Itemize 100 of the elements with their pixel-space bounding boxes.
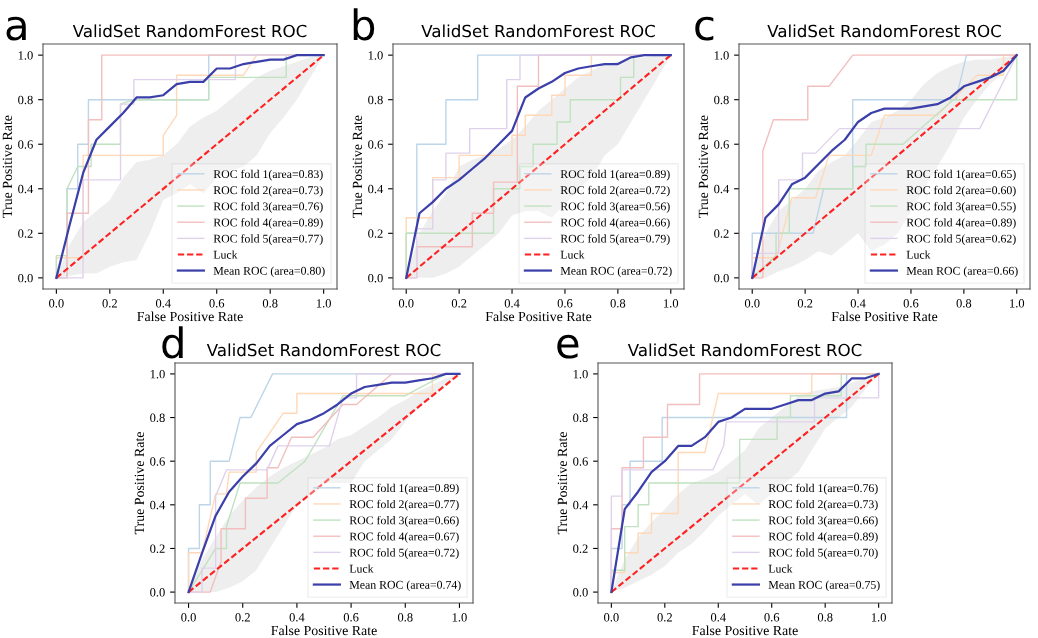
x-tick-label: 1.0 (452, 613, 467, 622)
text: e (557, 334, 579, 359)
y-tick-label: 0.2 (573, 544, 588, 553)
legend-label: Mean ROC (area=0.72) (560, 266, 672, 278)
x-tick-label: 0.4 (850, 299, 866, 308)
legend-label: ROC fold 1(area=0.83) (213, 169, 323, 181)
x-tick-label: 0.8 (262, 299, 278, 308)
y-tick-label: 0.4 (18, 184, 34, 194)
x-tick-label: 1.0 (316, 299, 331, 308)
x-tick-label: 1.0 (1010, 299, 1025, 308)
legend-label: ROC fold 4(area=0.89) (906, 218, 1016, 229)
x-tick-label: 0.0 (49, 299, 64, 308)
text: b (353, 8, 375, 41)
y-tick-label: 0.0 (18, 273, 33, 283)
y-tick-label: 0.8 (368, 95, 383, 105)
x-tick-label: 0.8 (397, 613, 413, 622)
y-tick-label: 0.6 (368, 140, 383, 149)
x-tick-label: 0.0 (744, 299, 760, 308)
y-axis-title: True Positive Rate (557, 432, 568, 535)
y-tick-label: 0.2 (368, 229, 383, 238)
x-tick-label: 0.6 (557, 299, 573, 308)
legend-label: Mean ROC (area=0.80) (213, 266, 325, 278)
legend-label: ROC fold 5(area=0.70) (768, 548, 878, 560)
legend-label: ROC fold 3(area=0.66) (768, 515, 878, 527)
y-tick-label: 0.8 (714, 95, 729, 105)
x-tick-label: 0.0 (398, 299, 414, 308)
x-tick-label: 0.4 (289, 613, 305, 622)
legend-label: Mean ROC (area=0.74) (349, 580, 461, 592)
legend-label: ROC fold 2(area=0.77) (349, 499, 459, 511)
legend-label: ROC fold 1(area=0.65) (906, 169, 1016, 181)
y-axis-title: True Positive Rate (698, 115, 709, 218)
legend-label: ROC fold 4(area=0.89) (768, 532, 878, 543)
legend-label: ROC fold 5(area=0.62) (906, 234, 1016, 246)
y-tick-label: 1.0 (18, 51, 33, 60)
x-tick-label: 0.6 (764, 613, 780, 622)
legend-label: ROC fold 4(area=0.67) (349, 532, 459, 543)
legend-label: ROC fold 5(area=0.77) (213, 234, 323, 246)
y-tick-label: 0.0 (150, 588, 165, 597)
y-axis-title: True Positive Rate (352, 115, 363, 218)
x-tick-label: 0.8 (817, 613, 833, 622)
chart-title: ValidSet RandomForest ROC (72, 24, 307, 38)
y-tick-label: 1.0 (573, 369, 588, 379)
x-tick-label: 0.0 (181, 613, 196, 622)
x-axis-title: False Positive Rate (692, 625, 798, 636)
x-axis-title: False Positive Rate (485, 311, 592, 322)
legend-label: ROC fold 1(area=0.89) (349, 483, 459, 495)
x-tick-label: 1.0 (664, 299, 679, 308)
legend-label: ROC fold 5(area=0.72) (349, 548, 459, 560)
y-axis-title: True Positive Rate (134, 432, 145, 535)
y-tick-label: 0.4 (150, 500, 166, 510)
x-tick-label: 0.8 (956, 299, 972, 308)
chart-title: ValidSet RandomForest ROC (421, 24, 655, 38)
y-tick-label: 0.6 (714, 140, 729, 149)
x-tick-label: 0.2 (235, 613, 250, 622)
y-tick-label: 0.4 (573, 500, 589, 510)
legend-label: ROC fold 1(area=0.76) (768, 483, 878, 495)
x-tick-label: 0.6 (343, 613, 359, 622)
x-tick-label: 0.6 (903, 299, 919, 308)
legend-label: ROC fold 5(area=0.79) (560, 234, 670, 246)
x-tick-label: 0.2 (657, 613, 672, 622)
x-tick-label: 0.8 (610, 299, 626, 308)
text: a (6, 16, 26, 41)
x-tick-label: 0.0 (604, 613, 619, 622)
chart-title: ValidSet RandomForest ROC (767, 24, 1001, 38)
y-tick-label: 1.0 (368, 51, 383, 60)
chart-title: ValidSet RandomForest ROC (206, 343, 441, 357)
legend-label: ROC fold 3(area=0.55) (906, 201, 1016, 213)
legend-label: ROC fold 4(area=0.66) (560, 218, 670, 229)
y-tick-label: 1.0 (150, 369, 165, 379)
y-tick-label: 0.2 (714, 229, 729, 238)
x-axis-title: False Positive Rate (831, 311, 938, 322)
legend-label: ROC fold 3(area=0.76) (213, 201, 323, 213)
legend-label: Luck (349, 564, 374, 573)
legend-label: ROC fold 2(area=0.73) (768, 499, 878, 511)
x-tick-label: 0.4 (504, 299, 520, 308)
y-tick-label: 0.4 (714, 184, 730, 194)
y-tick-label: 0.8 (18, 95, 33, 105)
legend-label: Luck (906, 250, 931, 259)
legend-label: ROC fold 2(area=0.73) (213, 185, 323, 197)
legend-label: ROC fold 1(area=0.89) (560, 169, 670, 181)
y-tick-label: 0.0 (573, 588, 588, 597)
y-axis-title: True Positive Rate (2, 115, 13, 218)
legend-label: Luck (560, 250, 585, 259)
legend-label: ROC fold 4(area=0.89) (213, 218, 323, 229)
y-tick-label: 0.2 (150, 544, 165, 553)
legend-label: ROC fold 2(area=0.60) (906, 185, 1016, 197)
y-tick-label: 0.0 (714, 273, 729, 283)
legend-label: Luck (213, 250, 238, 259)
y-tick-label: 0.6 (150, 457, 165, 466)
legend-label: Mean ROC (area=0.66) (906, 266, 1018, 278)
legend-label: ROC fold 2(area=0.72) (560, 185, 670, 197)
text: d (162, 326, 183, 359)
legend-label: Mean ROC (area=0.75) (768, 580, 880, 592)
y-tick-label: 0.4 (368, 184, 384, 194)
y-tick-label: 0.8 (150, 413, 165, 423)
chart-title: ValidSet RandomForest ROC (627, 343, 862, 357)
legend-label: ROC fold 3(area=0.56) (560, 201, 670, 213)
x-tick-label: 0.6 (209, 299, 225, 308)
x-tick-label: 1.0 (871, 613, 886, 622)
text: c (695, 16, 714, 41)
